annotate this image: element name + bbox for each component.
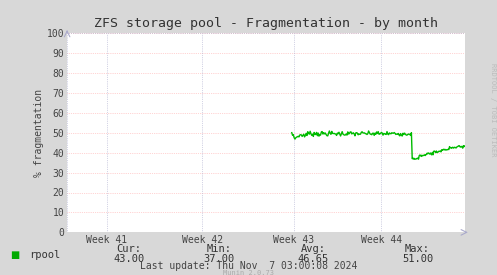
Text: Last update: Thu Nov  7 03:00:08 2024: Last update: Thu Nov 7 03:00:08 2024	[140, 261, 357, 271]
Text: 37.00: 37.00	[203, 254, 234, 263]
Text: rpool: rpool	[29, 250, 60, 260]
Text: ■: ■	[10, 250, 19, 260]
Text: 46.65: 46.65	[298, 254, 329, 263]
Text: Cur:: Cur:	[117, 244, 142, 254]
Text: Min:: Min:	[206, 244, 231, 254]
Text: 51.00: 51.00	[402, 254, 433, 263]
Y-axis label: % fragmentation: % fragmentation	[34, 89, 44, 177]
Text: RRDTOOL / TOBI OETIKER: RRDTOOL / TOBI OETIKER	[490, 63, 496, 157]
Text: Max:: Max:	[405, 244, 430, 254]
Text: Munin 2.0.73: Munin 2.0.73	[223, 270, 274, 275]
Title: ZFS storage pool - Fragmentation - by month: ZFS storage pool - Fragmentation - by mo…	[94, 17, 438, 31]
Text: 43.00: 43.00	[114, 254, 145, 263]
Text: Avg:: Avg:	[301, 244, 326, 254]
